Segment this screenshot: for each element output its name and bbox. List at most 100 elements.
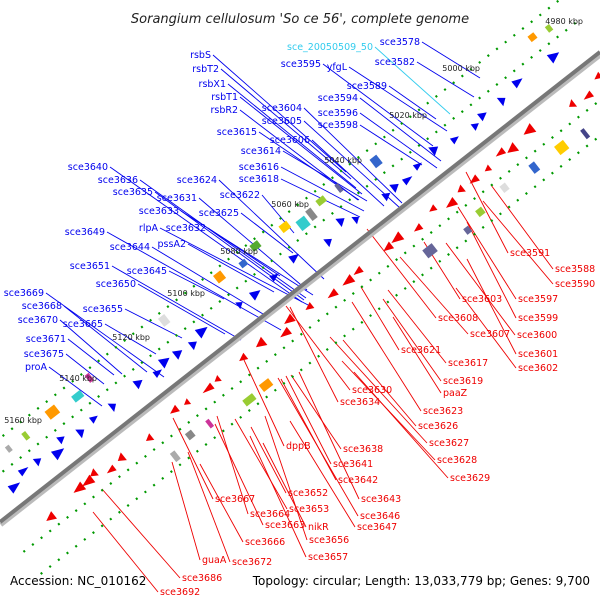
feature-block — [44, 404, 61, 420]
gene-label: proA — [25, 362, 48, 373]
connector-line — [199, 463, 244, 543]
feature-block — [305, 207, 318, 222]
gene-label: sce3582 — [375, 57, 415, 68]
gene-label: sce3621 — [401, 345, 441, 356]
gene-label: sce3675 — [24, 349, 64, 360]
connector-line — [329, 336, 428, 444]
connector-line — [101, 488, 181, 579]
feature-block — [4, 444, 13, 453]
connector-line — [348, 66, 448, 132]
gene-arrow — [7, 482, 21, 494]
gene-label: sce3604 — [262, 103, 302, 114]
scale-mark: 5040 kbp — [324, 156, 362, 165]
gene-label: sce3657 — [308, 552, 348, 563]
gene-arrow — [383, 241, 395, 252]
gene-label: sce3606 — [270, 135, 310, 146]
feature-block — [369, 154, 383, 169]
connector-line — [65, 353, 105, 385]
gene-label: sce3618 — [239, 174, 279, 185]
gene-label: sce3640 — [68, 162, 108, 173]
feature-block — [528, 161, 541, 174]
feature-block — [205, 418, 215, 429]
connector-line — [264, 415, 308, 541]
backbone — [0, 50, 600, 524]
accession-text: Accession: NC_010162 — [10, 574, 146, 588]
gene-arrow — [106, 464, 117, 474]
gene-label: sce3642 — [338, 475, 378, 486]
genome-track — [0, 0, 600, 575]
connector-line — [455, 287, 517, 369]
connector-line — [280, 166, 365, 212]
gene-arrow — [569, 99, 578, 107]
gene-arrow — [184, 398, 192, 405]
gene-arrow — [389, 183, 399, 193]
gene-label: rsbR2 — [210, 105, 238, 116]
gene-arrow — [88, 415, 98, 424]
connector-line — [262, 442, 307, 528]
gene-label: sce3589 — [347, 81, 387, 92]
connector-line — [172, 417, 214, 500]
gene-label: rsbX1 — [199, 79, 226, 90]
gene-label: sce3617 — [448, 358, 488, 369]
gene-label: sce3651 — [70, 261, 110, 272]
scale-mark: 5060 kbp — [271, 200, 309, 209]
gene-label: rsbS — [190, 50, 211, 61]
scale-mark: 5160 kbp — [4, 416, 42, 425]
feature-block — [422, 243, 438, 259]
connector-line — [392, 316, 442, 394]
scale-marks: 4980 kbp 5000 kbp 5020 kbp 5040 kbp 5060 kbp… — [4, 17, 583, 425]
feature-block — [84, 372, 95, 383]
connector-lines — [45, 41, 554, 593]
feature-block — [169, 450, 181, 463]
connector-line — [465, 171, 509, 254]
connector-line — [249, 435, 307, 558]
scale-mark: 5080 kbp — [220, 247, 258, 256]
connector-line — [482, 200, 554, 285]
gene-label: paaZ — [443, 388, 468, 399]
scale-mark: 5000 kbp — [442, 64, 480, 73]
connector-line — [180, 210, 314, 296]
connector-line — [353, 371, 449, 479]
gene-label: sce3602 — [518, 363, 558, 374]
connector-line — [366, 228, 437, 319]
gene-label: sce3594 — [318, 93, 358, 104]
feature-block — [238, 258, 249, 269]
gene-label: sce3598 — [318, 120, 358, 131]
connector-line — [212, 54, 347, 173]
gene-arrow — [32, 458, 42, 467]
connector-line — [59, 319, 123, 375]
gene-label: sce3631 — [157, 193, 197, 204]
gene-arrow — [353, 265, 364, 275]
gene-arrow — [305, 301, 315, 311]
connector-line — [374, 46, 451, 115]
gene-arrow — [496, 97, 506, 107]
gene-arrow — [469, 174, 480, 184]
gene-label: pssA2 — [158, 239, 186, 250]
connector-line — [187, 451, 231, 563]
feature-block — [463, 225, 473, 235]
gene-arrow — [457, 184, 466, 193]
gene-arrow — [145, 433, 155, 442]
feature-block — [71, 389, 85, 403]
gene-label: rsbT1 — [211, 92, 238, 103]
connector-line — [92, 511, 159, 593]
connector-line — [137, 283, 226, 335]
feature-block — [580, 128, 591, 140]
gene-label: sce3627 — [429, 438, 469, 449]
connector-line — [303, 107, 403, 204]
gene-arrow — [507, 142, 520, 153]
gene-arrow — [391, 231, 405, 244]
gene-label: sce3591 — [510, 248, 550, 259]
gene-label: sce3641 — [333, 459, 373, 470]
gene-arrow — [412, 162, 422, 171]
scale-mark: 5100 kbp — [167, 289, 205, 298]
backbone-shadow — [0, 53, 600, 527]
connector-line — [359, 97, 442, 162]
gene-arrow — [351, 216, 360, 225]
connector-line — [109, 166, 303, 303]
connector-line — [382, 298, 442, 382]
connector-line — [214, 423, 264, 526]
gene-arrow — [429, 204, 438, 212]
gene-label: sce3665 — [63, 319, 103, 330]
gene-arrow — [428, 146, 439, 156]
